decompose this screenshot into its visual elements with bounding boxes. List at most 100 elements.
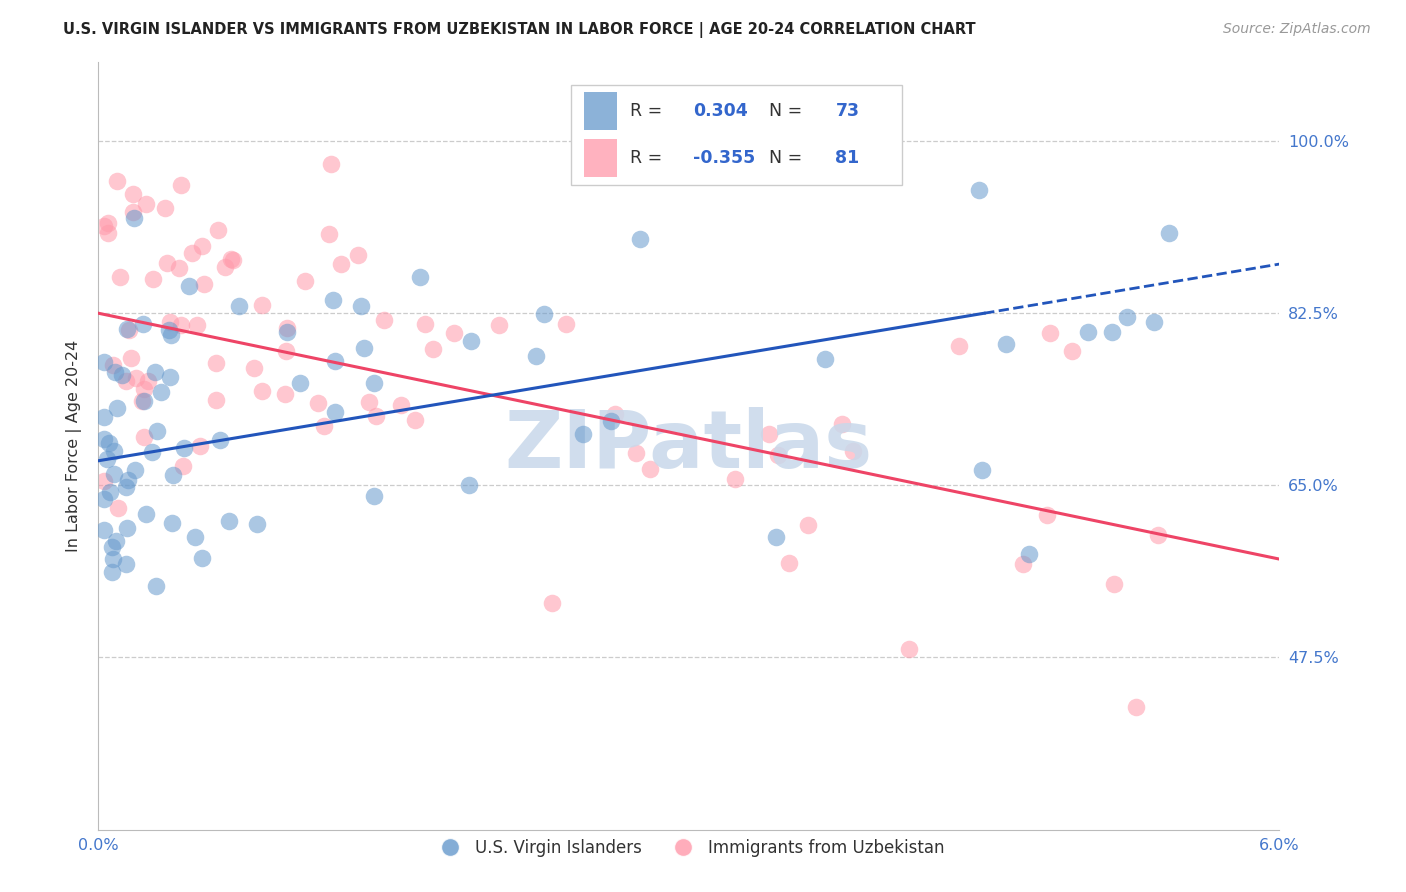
Point: [132, 317, 155, 331]
Point: [969, 183, 991, 197]
Point: [273, 386, 295, 401]
Point: [221, 252, 243, 266]
Point: [1077, 325, 1099, 339]
Point: [96, 452, 118, 467]
Point: [93, 410, 115, 425]
Point: [103, 358, 125, 372]
Point: [153, 202, 176, 216]
Point: [488, 318, 510, 332]
Point: [1143, 315, 1166, 329]
Point: [103, 365, 125, 379]
Point: [135, 508, 157, 522]
Text: U.S. VIRGIN ISLANDER VS IMMIGRANTS FROM UZBEKISTAN IN LABOR FORCE | AGE 20-24 CO: U.S. VIRGIN ISLANDER VS IMMIGRANTS FROM …: [63, 22, 976, 38]
Point: [842, 444, 865, 458]
Point: [121, 205, 143, 219]
Point: [364, 409, 387, 424]
Point: [132, 430, 155, 444]
Point: [600, 414, 623, 428]
Point: [1125, 699, 1147, 714]
Point: [768, 448, 790, 462]
Point: [765, 530, 787, 544]
Point: [422, 342, 444, 356]
Point: [105, 401, 128, 415]
Point: [409, 270, 432, 285]
Point: [193, 277, 215, 291]
Point: [100, 566, 122, 580]
Point: [190, 439, 212, 453]
Point: [307, 396, 329, 410]
Point: [146, 424, 169, 438]
Point: [132, 382, 155, 396]
Point: [250, 384, 273, 398]
Point: [524, 349, 547, 363]
Point: [167, 260, 190, 275]
Point: [93, 355, 115, 369]
Point: [93, 475, 115, 489]
Point: [101, 551, 124, 566]
Point: [115, 374, 138, 388]
Point: [457, 477, 479, 491]
Point: [228, 299, 250, 313]
Point: [758, 426, 780, 441]
Point: [373, 313, 395, 327]
Point: [325, 405, 347, 419]
Point: [179, 279, 201, 293]
Point: [1011, 557, 1033, 571]
Point: [205, 356, 228, 370]
Point: [443, 326, 465, 340]
Point: [111, 368, 134, 383]
Point: [98, 485, 121, 500]
Point: [603, 407, 626, 421]
Point: [404, 412, 426, 426]
Point: [156, 256, 179, 270]
Point: [208, 433, 231, 447]
Point: [555, 317, 578, 331]
Point: [100, 540, 122, 554]
Point: [533, 307, 555, 321]
Point: [160, 516, 183, 531]
Point: [186, 318, 208, 333]
Point: [142, 271, 165, 285]
Point: [191, 550, 214, 565]
Point: [319, 157, 342, 171]
Point: [159, 328, 181, 343]
Point: [93, 219, 115, 233]
Point: [125, 371, 148, 385]
Point: [114, 479, 136, 493]
Point: [218, 514, 240, 528]
Point: [141, 445, 163, 459]
Point: [93, 523, 115, 537]
Point: [1036, 508, 1059, 523]
Text: ZIPatlas: ZIPatlas: [505, 407, 873, 485]
Point: [120, 351, 142, 365]
Point: [159, 315, 181, 329]
Point: [97, 435, 120, 450]
Point: [145, 579, 167, 593]
Point: [363, 376, 385, 391]
Point: [170, 318, 193, 333]
Point: [93, 492, 115, 507]
Point: [104, 533, 127, 548]
Point: [898, 642, 921, 657]
Y-axis label: In Labor Force | Age 20-24: In Labor Force | Age 20-24: [66, 340, 82, 552]
Point: [181, 246, 204, 260]
Point: [143, 365, 166, 379]
Point: [159, 370, 181, 384]
Point: [970, 463, 993, 477]
Point: [190, 239, 212, 253]
Point: [172, 458, 194, 473]
Point: [118, 323, 141, 337]
Point: [121, 186, 143, 201]
Point: [162, 468, 184, 483]
Point: [1159, 226, 1181, 240]
Point: [346, 247, 368, 261]
Point: [312, 418, 335, 433]
Point: [124, 211, 146, 225]
Point: [276, 321, 298, 335]
Point: [413, 317, 436, 331]
Point: [117, 473, 139, 487]
Point: [288, 376, 311, 390]
Point: [628, 232, 651, 246]
Point: [318, 227, 340, 242]
Point: [97, 216, 120, 230]
